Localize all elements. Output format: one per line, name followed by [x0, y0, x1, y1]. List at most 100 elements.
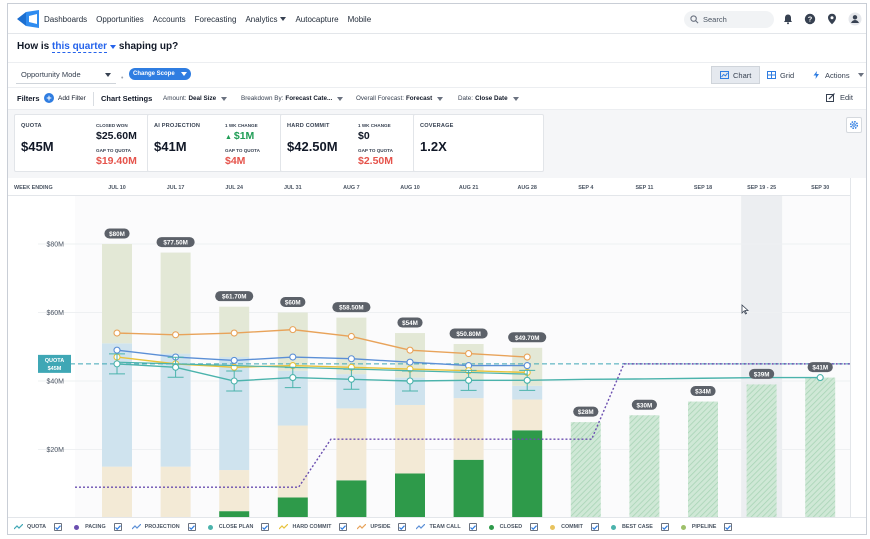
projection-point[interactable] [113, 360, 121, 368]
nav-item-mobile[interactable]: Mobile [348, 15, 372, 24]
search-box[interactable] [684, 11, 774, 28]
search-input[interactable] [703, 15, 773, 24]
chevron-down-icon[interactable] [110, 45, 117, 49]
projection-point[interactable] [172, 363, 180, 371]
projected-bar[interactable] [805, 377, 836, 517]
commit-bar-segment[interactable] [277, 425, 308, 498]
week-label[interactable]: AUG 21 [458, 185, 479, 191]
legend-checkbox[interactable] [113, 523, 122, 531]
legend-checkbox[interactable] [339, 523, 348, 531]
legend-checkbox[interactable] [530, 523, 539, 531]
closed-bar-segment[interactable] [219, 511, 250, 517]
commit-bar-segment[interactable] [453, 398, 484, 460]
pipeline-bar-segment[interactable] [277, 312, 308, 371]
filter-dropdown-1[interactable]: Amount: Deal Size [163, 95, 228, 102]
ai-projection-card[interactable]: AI PROJECTION $41M 1 WK CHANGE ▲ $1M GAP… [147, 114, 283, 172]
projected-bar[interactable] [688, 401, 718, 517]
legend-checkbox[interactable] [398, 523, 407, 531]
commit-bar-segment[interactable] [336, 408, 367, 481]
team-call-line[interactable] [116, 349, 528, 367]
week-label[interactable]: JUL 24 [225, 185, 243, 191]
week-label[interactable]: AUG 7 [343, 185, 360, 191]
grid-view-button[interactable]: Grid [758, 66, 803, 84]
week-label[interactable]: AUG 28 [517, 185, 537, 191]
team-call-point[interactable] [113, 346, 121, 354]
closed-bar-segment[interactable] [512, 430, 543, 517]
legend-item-closed[interactable]: CLOSED [487, 523, 539, 531]
week-label[interactable]: SEP 11 [635, 185, 654, 191]
projection-point[interactable] [523, 376, 531, 384]
upside-point[interactable] [523, 353, 531, 361]
legend-item-pacing[interactable]: PACING [72, 523, 122, 531]
week-label[interactable]: SEP 18 [693, 185, 713, 191]
chart-settings-button[interactable] [846, 117, 862, 133]
upside-point[interactable] [465, 350, 473, 358]
filter-dropdown-2[interactable]: Breakdown By: Forecast Cate... [241, 95, 344, 102]
edit-button[interactable]: Edit [826, 93, 853, 102]
user-icon[interactable] [848, 12, 862, 26]
closed-bar-segment[interactable] [395, 473, 425, 517]
week-label[interactable]: SEP 19 - 25 [747, 185, 777, 191]
nav-item-analytics[interactable]: Analytics [245, 15, 287, 24]
upside-line[interactable] [116, 328, 528, 358]
app-logo-icon[interactable] [17, 10, 39, 28]
upside-point[interactable] [289, 326, 297, 334]
period-selector[interactable]: this quarter [52, 41, 108, 53]
commit-bar-segment[interactable] [512, 399, 543, 431]
nav-item-accounts[interactable]: Accounts [153, 15, 186, 24]
nav-item-opportunities[interactable]: Opportunities [96, 15, 144, 24]
team-call-point[interactable] [230, 356, 238, 364]
commit-bar-segment[interactable] [160, 466, 191, 517]
week-label[interactable]: JUL 10 [108, 185, 126, 191]
best-case-bar-segment[interactable] [512, 385, 543, 400]
closed-bar-segment[interactable] [453, 459, 484, 517]
chart-view-button[interactable]: Chart [711, 66, 761, 84]
upside-point[interactable] [230, 329, 238, 337]
week-label[interactable]: AUG 10 [400, 185, 420, 191]
upside-point[interactable] [172, 331, 180, 339]
quota-card[interactable]: QUOTA $45M CLOSED WON $25.60M GAP TO QUO… [14, 114, 150, 172]
nav-item-dashboards[interactable]: Dashboards [44, 15, 87, 24]
filter-dropdown-3[interactable]: Overall Forecast: Forecast [356, 95, 444, 102]
team-call-point[interactable] [347, 355, 355, 363]
legend-item-team-call[interactable]: TEAM CALL [416, 523, 477, 531]
legend-checkbox[interactable] [468, 523, 477, 531]
pipeline-bar-segment[interactable] [160, 252, 191, 354]
legend-item-best-case[interactable]: BEST CASE [609, 523, 669, 531]
legend-item-hard-commit[interactable]: HARD COMMIT [279, 523, 348, 531]
projection-point[interactable] [816, 374, 824, 382]
closed-bar-segment[interactable] [336, 480, 367, 517]
legend-item-projection[interactable]: PROJECTION [131, 523, 196, 531]
coverage-card[interactable]: COVERAGE 1.2X [413, 114, 544, 172]
projected-bar[interactable] [629, 415, 660, 517]
team-call-point[interactable] [406, 358, 414, 366]
location-pin-icon[interactable] [826, 13, 838, 25]
team-call-point[interactable] [523, 362, 531, 370]
help-icon[interactable]: ? [804, 13, 816, 25]
nav-item-forecasting[interactable]: Forecasting [195, 15, 237, 24]
upside-point[interactable] [406, 346, 414, 354]
closed-bar-segment[interactable] [277, 497, 308, 517]
team-call-point[interactable] [289, 353, 297, 361]
bell-icon[interactable] [782, 13, 794, 25]
legend-item-upside[interactable]: UPSIDE [357, 523, 407, 531]
legend-checkbox[interactable] [724, 523, 733, 531]
actions-button[interactable]: Actions [803, 66, 866, 84]
upside-point[interactable] [113, 329, 121, 337]
legend-checkbox[interactable] [54, 523, 63, 531]
legend-checkbox[interactable] [590, 523, 599, 531]
upside-point[interactable] [347, 332, 355, 341]
commit-bar-segment[interactable] [102, 466, 132, 517]
legend-item-close-plan[interactable]: CLOSE PLAN [206, 523, 270, 531]
change-scope-button[interactable]: Change Scope [129, 68, 191, 80]
legend-item-quota[interactable]: QUOTA [14, 523, 63, 531]
commit-bar-segment[interactable] [219, 470, 250, 512]
close-plan-line[interactable] [116, 361, 528, 375]
legend-checkbox[interactable] [187, 523, 196, 531]
legend-checkbox[interactable] [660, 523, 669, 531]
nav-item-autocapture[interactable]: Autocapture [295, 15, 338, 24]
add-filter-button[interactable]: + Add Filter [44, 93, 86, 103]
week-label[interactable]: SEP 30 [811, 185, 830, 191]
projection-point[interactable] [230, 377, 238, 385]
forecast-chart[interactable]: $20M $40M $60M $80M QUOTA $45M $80M $77.50M $61.… [8, 196, 850, 517]
